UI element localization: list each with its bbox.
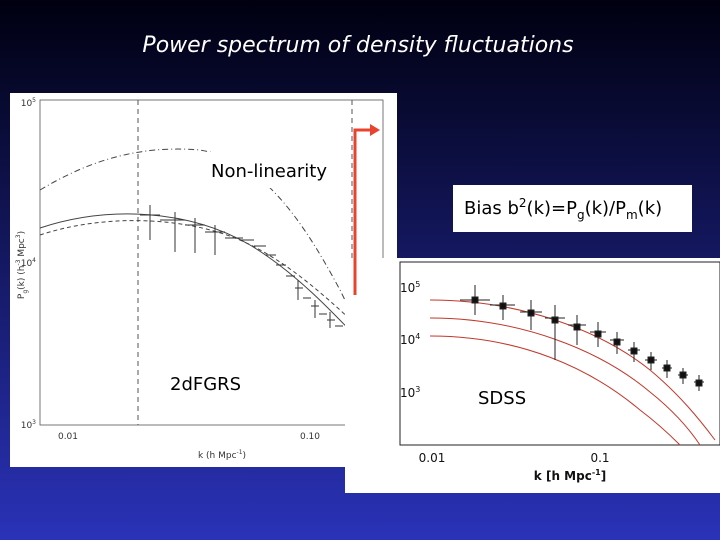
model-curve bbox=[39, 148, 384, 396]
y-tick-label: 103 bbox=[400, 385, 420, 400]
right-plot: 105 104 103 0.01 0.1 k [h Mpc-1] SDSS bbox=[345, 258, 720, 493]
slide-title: Power spectrum of density fluctuations bbox=[142, 33, 573, 58]
y-tick-label: 104 bbox=[400, 332, 420, 347]
left-plot: 105 104 103 0.01 0.10 k (h Mpc-1) Pg(k) … bbox=[10, 93, 397, 467]
nonlinearity-annotation: Non-linearity bbox=[198, 124, 380, 295]
bias-annotation: Bias b2(k)=Pg(k)/Pm(k) bbox=[453, 185, 692, 232]
error-bars bbox=[140, 205, 355, 328]
annotation-text: Non-linearity bbox=[211, 161, 327, 182]
y-tick-label: 104 bbox=[21, 257, 36, 269]
model-curve bbox=[429, 335, 681, 446]
y-tick-label: 105 bbox=[21, 97, 36, 109]
model-curve bbox=[39, 213, 384, 366]
y-tick-label: 105 bbox=[400, 280, 420, 295]
annotation-box bbox=[453, 185, 692, 232]
data-points bbox=[460, 285, 704, 391]
plot-panel bbox=[10, 93, 397, 467]
x-tick-label: 0.10 bbox=[300, 432, 320, 442]
annotation-box bbox=[198, 152, 340, 188]
x-tick-label: 0.01 bbox=[58, 432, 78, 442]
dataset-label: SDSS bbox=[478, 388, 526, 409]
y-axis-label: Pg(k) (h-3 Mpc3) bbox=[15, 231, 29, 299]
y-tick-label: 103 bbox=[21, 419, 36, 431]
x-axis-label: k [h Mpc-1] bbox=[534, 468, 606, 483]
plot-panel bbox=[345, 258, 720, 493]
model-curve bbox=[429, 317, 701, 446]
arrow bbox=[353, 128, 370, 295]
x-tick-label: 0.1 bbox=[590, 451, 609, 465]
dataset-label: 2dFGRS bbox=[170, 374, 241, 395]
x-axis-label: k (h Mpc-1) bbox=[198, 449, 246, 461]
arrow-head bbox=[370, 124, 380, 136]
annotation-text: Bias b2(k)=Pg(k)/Pm(k) bbox=[464, 196, 662, 222]
plot-frame bbox=[399, 261, 720, 446]
x-tick-label: 0.01 bbox=[419, 451, 446, 465]
